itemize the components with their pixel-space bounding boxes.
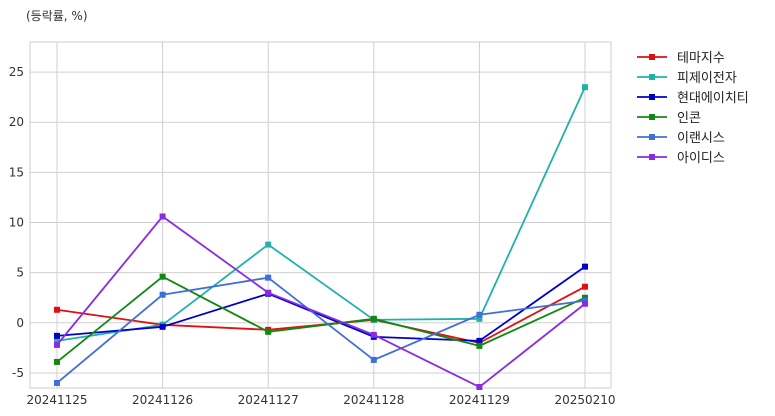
data-point — [54, 337, 60, 344]
data-point — [370, 356, 377, 363]
legend-label: 피제이전자 — [677, 71, 737, 86]
data-point — [159, 291, 166, 298]
data-point — [159, 213, 166, 220]
series-line — [56, 265, 586, 342]
legend-marker — [649, 114, 655, 120]
plot-background — [30, 42, 611, 388]
legend-marker — [649, 94, 655, 100]
y-tick-label: 10 — [9, 216, 24, 230]
data-point — [54, 332, 60, 339]
x-tick-label: 20241126 — [132, 393, 193, 407]
data-point — [582, 297, 588, 304]
x-tick-label: 20241128 — [343, 393, 404, 407]
unit-label: (등락률, %) — [26, 9, 88, 23]
data-point — [476, 342, 483, 349]
plot-area: -5 0 5 10 15 20 25 20241125 20241126 20241127 2024… — [9, 41, 616, 407]
y-tick-label: 0 — [16, 316, 24, 330]
data-point — [54, 358, 60, 365]
y-tick-label: -5 — [12, 366, 24, 380]
data-point — [159, 323, 166, 330]
legend-label: 이랜시스 — [677, 131, 725, 146]
series-line — [56, 275, 586, 363]
data-point — [582, 263, 588, 270]
legend-marker — [649, 54, 655, 60]
series-line — [56, 215, 586, 388]
y-tick-label: 25 — [9, 65, 24, 79]
plot-frame — [29, 41, 612, 389]
data-point — [582, 84, 588, 91]
x-tick-label: 20250210 — [554, 393, 615, 407]
y-tick-label: 5 — [16, 266, 24, 280]
legend-marker — [649, 134, 655, 140]
x-tick-label: 20241127 — [238, 393, 299, 407]
data-point — [54, 306, 60, 313]
data-point — [476, 315, 483, 322]
data-point — [582, 283, 588, 290]
data-point — [370, 331, 377, 338]
data-point — [476, 311, 483, 318]
data-point — [265, 241, 272, 248]
data-point — [265, 328, 272, 335]
legend-label: 테마지수 — [677, 51, 725, 66]
data-point — [370, 315, 377, 322]
legend-label: 현대에이치티 — [677, 91, 749, 106]
data-point — [54, 379, 60, 386]
data-point — [476, 337, 483, 344]
data-point — [265, 289, 272, 296]
legend-label: 인콘 — [677, 111, 701, 126]
data-point — [265, 274, 272, 281]
data-point — [582, 300, 588, 307]
y-tick-label: 20 — [9, 115, 24, 129]
legend-marker — [649, 74, 655, 80]
series-line — [56, 276, 586, 384]
x-tick-label: 20241129 — [449, 393, 510, 407]
y-tick-label: 15 — [9, 165, 24, 179]
legend-label: 아이디스 — [677, 151, 725, 166]
legend-marker — [649, 154, 655, 160]
data-point — [476, 383, 483, 390]
x-tick-label: 20241125 — [26, 393, 87, 407]
data-point — [582, 294, 588, 301]
data-point — [159, 273, 166, 280]
data-point — [54, 341, 60, 348]
